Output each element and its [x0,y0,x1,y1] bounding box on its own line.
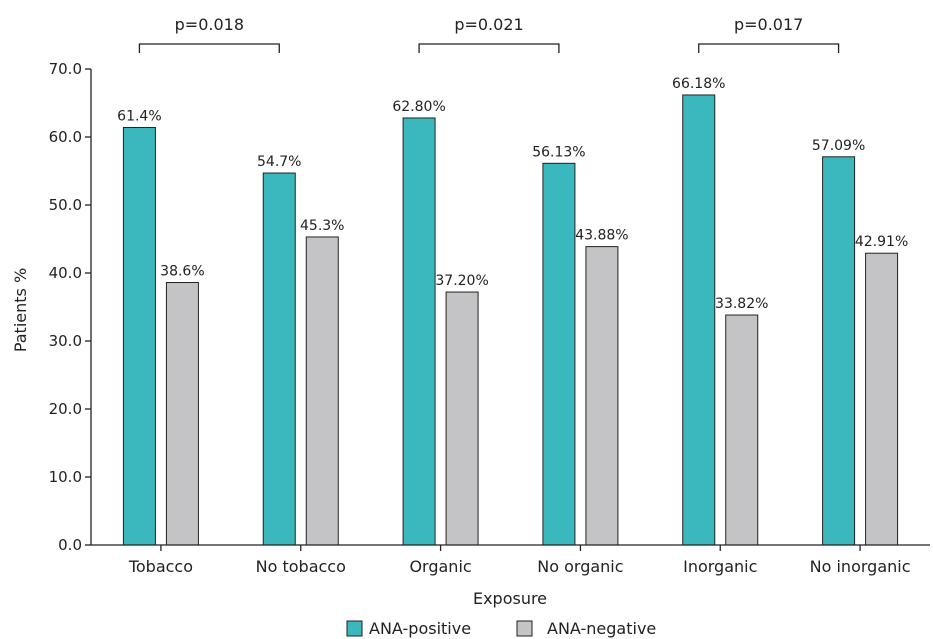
bar-ana-positive [682,94,716,546]
p-value-label: p=0.017 [734,15,803,34]
significance-bracket [698,43,840,53]
y-tick-label: 50.0 [49,196,82,214]
data-label: 66.18% [672,76,725,92]
x-axis-title: Exposure [473,589,547,608]
significance-bracket [418,43,560,53]
bar-ana-positive [402,117,436,546]
significance-brackets: p=0.018 p=0.021 p=0.017 [138,15,840,53]
x-tick-label: Tobacco [128,557,193,576]
data-label: 43.88% [575,228,628,244]
bar-ana-negative [585,246,619,546]
data-label: 42.91% [855,234,908,250]
x-axis: Tobacco No tobacco Organic No organic Inorga… [91,544,930,576]
data-label: 33.82% [715,296,768,312]
y-tick-label: 40.0 [49,264,82,282]
bar-ana-positive [542,162,576,546]
x-tick-label: Inorganic [683,557,757,576]
p-value-label: p=0.021 [454,15,523,34]
p-value-label: p=0.018 [175,15,244,34]
bar-ana-negative [725,314,759,546]
bar-ana-positive [262,172,296,546]
data-label: 57.09% [812,138,865,154]
y-axis: 0.0 10.0 20.0 30.0 40.0 50.0 60.0 70.0 [49,60,92,554]
bar-ana-negative [445,291,479,546]
x-tick-label: No inorganic [810,557,911,576]
bar-ana-negative [305,236,339,546]
y-tick-label: 10.0 [49,468,82,486]
y-tick-label: 70.0 [49,60,82,78]
legend: ANA-positive ANA-negative [346,619,656,638]
bar-ana-negative [165,282,199,546]
data-label: 37.20% [435,273,488,289]
data-label: 56.13% [532,144,585,160]
bars [122,94,899,546]
x-tick-label: No tobacco [256,557,346,576]
y-axis-title: Patients % [11,268,30,352]
legend-label-ana-negative: ANA-negative [547,619,656,638]
legend-label-ana-positive: ANA-positive [369,619,471,638]
legend-swatch-ana-negative [516,620,533,637]
y-tick-label: 60.0 [49,128,82,146]
bar-ana-positive [122,126,156,546]
data-labels: 61.4% 38.6% 54.7% 45.3% 62.80% 37.20% 56.13% 43… [117,76,908,312]
y-tick-label: 0.0 [58,536,82,554]
legend-swatch-ana-positive [346,620,363,637]
data-label: 45.3% [300,218,344,234]
x-tick-label: No organic [537,557,623,576]
data-label: 61.4% [117,108,161,124]
y-tick-label: 30.0 [49,332,82,350]
x-tick-label: Organic [409,557,471,576]
data-label: 38.6% [160,264,204,280]
significance-bracket [138,43,280,53]
y-tick-label: 20.0 [49,400,82,418]
data-label: 62.80% [392,99,445,115]
data-label: 54.7% [257,154,301,170]
bar-ana-positive [822,156,856,546]
bar-ana-negative [865,252,899,546]
